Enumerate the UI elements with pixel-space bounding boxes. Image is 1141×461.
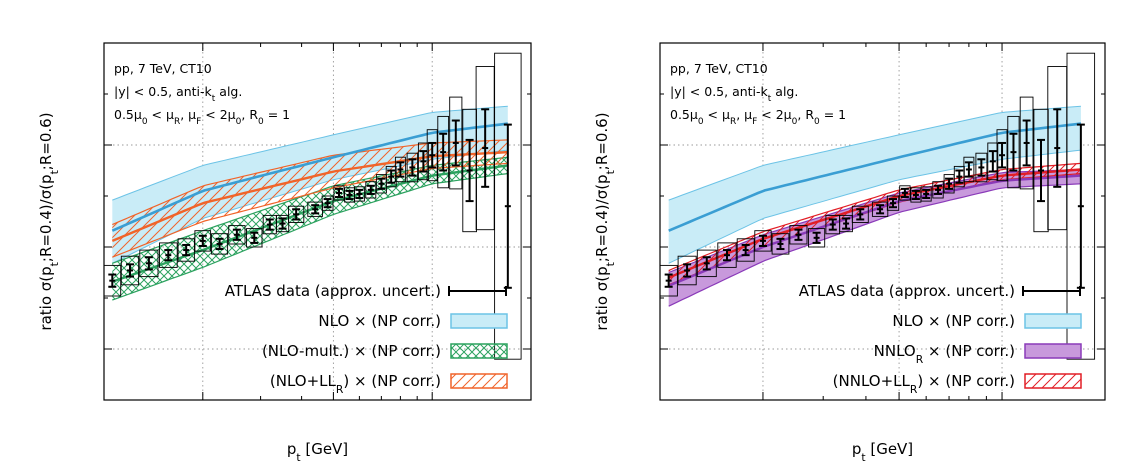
data-syst-box [932,181,944,199]
nlo-band [668,106,1081,264]
legend-label: ATLAS data (approx. uncert.) [799,282,1015,300]
data-syst-box [963,156,975,183]
nlo-lower-edge [668,149,1081,264]
left-chart: pt [GeV] ratio σ(pt;R=0.4)/σ(pt;R=0.6) pp,… [37,42,532,461]
data-syst-box [899,185,911,201]
data-syst-box [754,230,772,252]
data-syst-box [228,225,246,245]
nlo-upper-edge [112,105,508,201]
data-syst-box [365,181,377,199]
data-syst-box [851,205,869,223]
y-axis-label: ratio σ(pt;R=0.4)/σ(pt;R=0.6) [593,112,617,330]
legend-swatch [1024,343,1082,359]
data-syst-box [449,96,463,190]
legend-label: NLO × (NP corr.) [318,312,441,330]
data-syst-box [353,186,365,202]
y-axis-label: ratio σ(pt;R=0.4)/σ(pt;R=0.6) [37,112,61,330]
data-syst-box [996,129,1008,182]
legend-label: (NLO-mult.) × (NP corr.) [262,342,441,360]
data-syst-box [987,142,999,181]
data-syst-box [194,230,212,252]
plot-area [104,52,522,360]
data-syst-box [426,129,438,182]
info-line: |y| < 0.5, anti-kt alg. [670,84,798,104]
data-syst-box [789,225,808,245]
legend-swatch [450,373,508,389]
data-syst-box [660,264,678,297]
right-chart: pt [GeV] ratio σ(pt;R=0.4)/σ(pt;R=0.6) pp,… [593,42,1106,461]
legend-label: NLO × (NP corr.) [892,312,1015,330]
data-syst-box [494,52,522,360]
data-syst-box [871,201,889,217]
data-syst-box [677,255,697,286]
legend-swatch [450,343,508,359]
axes-frame [659,42,1106,401]
data-syst-box [736,238,755,262]
legend-label: (NNLO+LLR) × (NP corr.) [833,372,1015,396]
nlo-upper-edge [668,105,1081,201]
nlo-ll-center-line [111,150,508,243]
info-line: |y| < 0.5, anti-kt alg. [114,84,242,104]
nlo-ll-band [112,139,508,258]
nlo-center-line [111,122,508,232]
data-syst-box [177,238,195,262]
nlo-ll-upper-edge [112,139,508,226]
axes-frame [103,42,532,401]
data-syst-box [211,233,229,255]
info-line: pp, 7 TeV, CT10 [670,61,768,76]
data-syst-box [975,152,988,183]
nlo-center-line [668,122,1082,232]
info-line: pp, 7 TeV, CT10 [114,61,212,76]
data-syst-box [717,242,737,268]
data-syst-box [385,165,397,188]
data-syst-box [139,249,159,278]
data-syst-box [288,205,305,223]
data-syst-box [104,264,122,297]
data-syst-box [839,214,853,233]
legend-swatch [1024,373,1082,389]
data-syst-box [120,255,140,286]
data-syst-box [886,195,900,211]
data-syst-box [1066,52,1096,360]
legend-label: ATLAS data (approx. uncert.) [225,282,441,300]
data-syst-box [246,228,263,248]
nlo-mult-lower-edge [112,173,508,301]
data-syst-box [321,195,334,211]
nnlo-lower-edge [668,183,1081,307]
data-syst-box [696,249,717,278]
legend-swatch [1024,313,1082,329]
data-syst-box [437,115,450,189]
x-axis-label: pt [GeV] [852,440,913,461]
data-syst-box [1007,115,1020,189]
nnlo-band [668,169,1081,307]
nnlo-ll-band [668,163,1081,285]
data-syst-box [1019,96,1034,190]
plot-area [660,52,1096,360]
data-syst-box [417,142,429,181]
data-syst-box [276,214,290,233]
data-syst-box [394,156,406,183]
data-syst-box [406,152,419,183]
legend-label: (NLO+LLR) × (NP corr.) [270,372,441,396]
x-axis-label: pt [GeV] [287,440,348,461]
data-syst-box [159,242,178,268]
legend-swatch [450,313,508,329]
legend-label: NNLOR × (NP corr.) [874,342,1015,366]
data-syst-box [808,228,826,248]
info-line: 0.5μ0 < μR, μF < 2μ0, R0 = 1 [114,107,290,127]
data-syst-box [771,233,790,255]
info-line: 0.5μ0 < μR, μF < 2μ0, R0 = 1 [670,107,846,127]
data-syst-box [333,185,345,201]
data-syst-box [920,186,932,202]
nlo-ll-lower-edge [112,162,508,258]
